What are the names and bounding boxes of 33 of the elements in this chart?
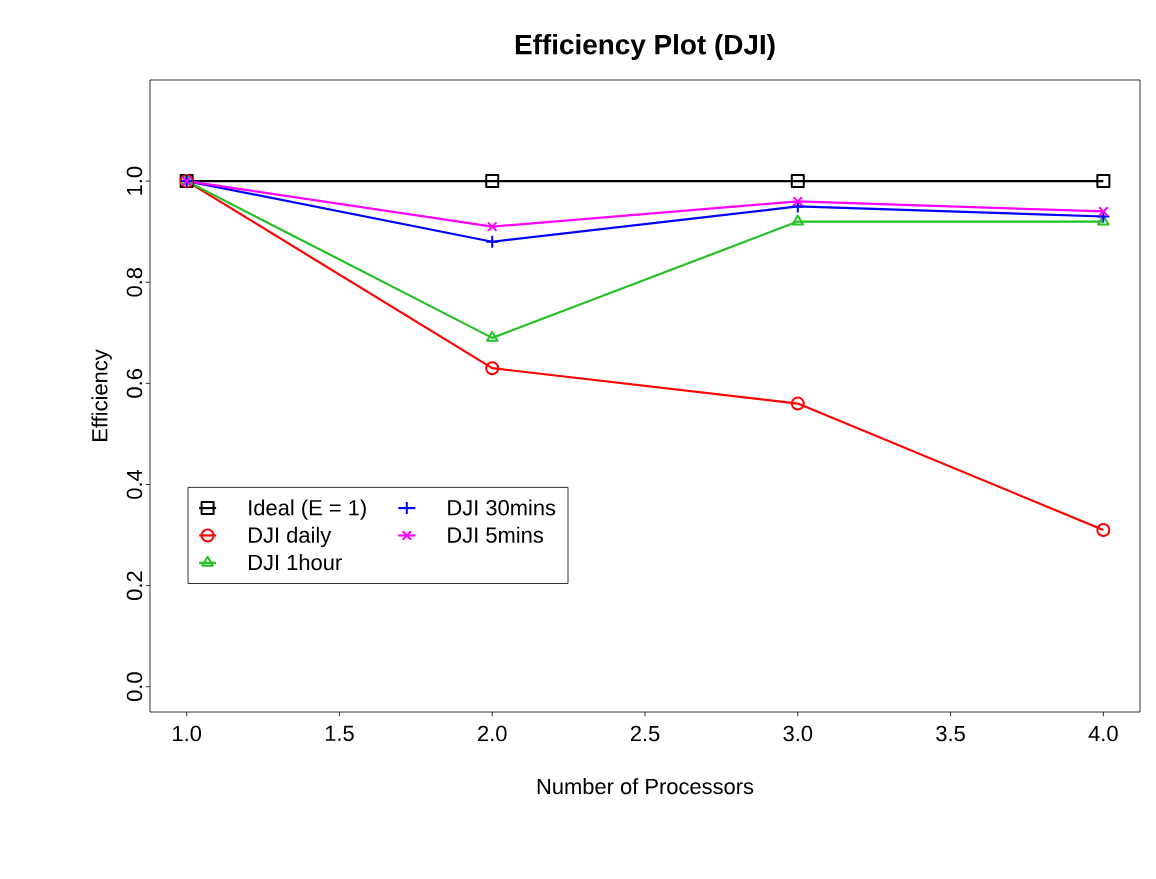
point [486, 221, 498, 232]
y-axis-title: Efficiency [91, 349, 112, 441]
point [791, 214, 804, 226]
point [1096, 522, 1111, 537]
x-tick-label: 1.5 [325, 725, 354, 742]
y-tick-label: 1.0 [126, 166, 143, 195]
x-tick-label: 3.5 [936, 725, 965, 742]
point [790, 174, 805, 189]
y-tick-label: 0.0 [126, 672, 143, 702]
point [485, 234, 500, 249]
y-tick-label: 0.4 [126, 469, 143, 499]
point [790, 396, 805, 411]
point [1098, 206, 1109, 217]
x-tick-label: 1.0 [173, 725, 202, 742]
x-tick-label: 2.5 [630, 725, 660, 742]
x-tick-label: 2.0 [478, 725, 507, 742]
point [485, 361, 500, 376]
x-tick-label: 4.0 [1088, 725, 1118, 742]
legend-label: DJI daily [249, 526, 332, 548]
x-axis-title: Number of Processors [537, 778, 754, 795]
y-tick-label: 0.8 [126, 267, 143, 297]
legend-label: DJI 5mins [448, 526, 544, 543]
legend-label: Ideal (E = 1) [249, 499, 366, 520]
point [1096, 174, 1111, 189]
point [485, 174, 500, 189]
point [486, 330, 499, 342]
y-tick-label: 0.2 [126, 571, 143, 600]
x-tick-label: 3.0 [783, 725, 813, 742]
legend-label: DJI 30mins [448, 499, 556, 516]
chart-title: Efficiency Plot (DJI) [515, 34, 775, 60]
y-tick-label: 0.6 [126, 369, 143, 398]
point [792, 196, 804, 207]
legend-label: DJI 1hour [249, 554, 342, 571]
